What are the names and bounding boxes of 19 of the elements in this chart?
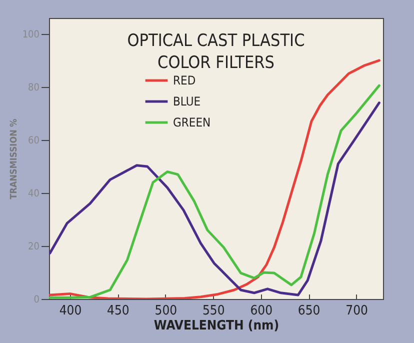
y-tick-label: 0 — [34, 294, 40, 306]
x-tick-label: 550 — [202, 304, 225, 318]
x-tick-label: 500 — [154, 304, 178, 318]
y-tick-label: 20 — [28, 241, 40, 252]
x-tick-label: 650 — [298, 304, 320, 318]
x-tick-label: 700 — [346, 304, 368, 318]
y-tick-label: 40 — [28, 188, 40, 200]
y-tick-label: 80 — [28, 82, 40, 94]
x-tick-label: 450 — [107, 304, 130, 318]
y-tick-label: 60 — [28, 135, 40, 146]
x-tick-label: 400 — [59, 304, 82, 318]
y-axis-title: TRANSMISSION % — [9, 118, 20, 200]
legend-label: GREEN — [173, 116, 211, 130]
y-tick-label: 100 — [22, 29, 40, 40]
x-tick-label: 600 — [250, 304, 273, 318]
legend-label: RED — [173, 74, 196, 88]
legend-label: BLUE — [173, 94, 201, 108]
x-axis-title: WAVELENGTH (nm) — [154, 318, 280, 334]
text: OPTICAL CAST PLASTIC COLOR FILTERS — [127, 31, 305, 73]
